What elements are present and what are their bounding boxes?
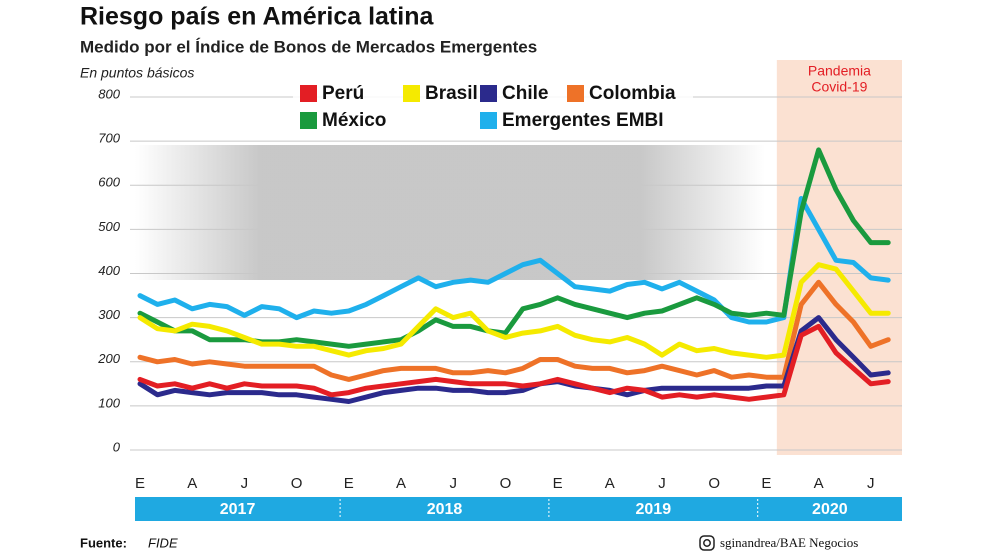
series-line [137, 315, 891, 404]
x-tick-label: A [814, 475, 824, 492]
source: FIDE [148, 535, 178, 550]
x-tick-label: O [291, 475, 303, 492]
legend-label: Chile [502, 83, 548, 104]
legend-swatch [480, 85, 497, 102]
legend-swatch [300, 85, 317, 102]
y-tick-label: 200 [97, 351, 120, 366]
legend-swatch [403, 85, 420, 102]
series-line [137, 196, 891, 325]
credit: sginandrea/BAE Negocios [720, 535, 858, 550]
legend-swatch [300, 112, 317, 129]
year-band [135, 497, 902, 521]
x-tick-label: E [344, 475, 354, 492]
x-tick-label: J [241, 475, 249, 492]
y-tick-label: 300 [98, 307, 120, 322]
x-tick-label: J [449, 475, 457, 492]
x-tick-label: J [658, 475, 666, 492]
y-tick-label: 0 [113, 439, 121, 454]
x-tick-label: O [708, 475, 720, 492]
background-image [135, 145, 765, 280]
y-tick-label: 600 [98, 175, 120, 190]
annotation: Covid-19 [811, 79, 867, 95]
source-label: Fuente: [80, 535, 127, 550]
y-tick-label: 700 [98, 131, 120, 146]
legend-label: México [322, 110, 386, 131]
series-line [137, 262, 891, 360]
legend-label: Brasil [425, 83, 478, 104]
x-tick-label: A [187, 475, 197, 492]
chart-title: Riesgo país en América latina [80, 3, 434, 31]
x-tick-label: E [761, 475, 771, 492]
y-axis-label: En puntos básicos [80, 65, 194, 81]
instagram-icon [699, 535, 715, 551]
year-label: 2019 [636, 501, 672, 518]
annotation: Pandemia [808, 63, 871, 79]
year-label: 2020 [812, 501, 848, 518]
chart-subtitle: Medido por el Índice de Bonos de Mercado… [80, 37, 537, 56]
year-label: 2018 [427, 501, 463, 518]
legend-swatch [480, 112, 497, 129]
legend-label: Colombia [589, 83, 676, 104]
year-label: 2017 [220, 501, 256, 518]
y-tick-label: 100 [98, 395, 120, 410]
x-tick-label: E [553, 475, 563, 492]
legend-label: Emergentes EMBI [502, 110, 664, 131]
series-line [137, 279, 891, 382]
y-tick-label: 400 [98, 263, 120, 278]
x-tick-label: A [605, 475, 615, 492]
x-tick-label: E [135, 475, 145, 492]
pandemic-shade [776, 60, 902, 455]
x-tick-label: O [500, 475, 512, 492]
legend-label: Perú [322, 83, 364, 104]
legend-swatch [567, 85, 584, 102]
series-line [137, 323, 891, 402]
y-tick-label: 800 [98, 86, 120, 101]
x-tick-label: A [396, 475, 406, 492]
x-tick-label: J [867, 475, 875, 492]
y-tick-label: 500 [98, 219, 120, 234]
instagram-icon-lens [703, 539, 711, 547]
